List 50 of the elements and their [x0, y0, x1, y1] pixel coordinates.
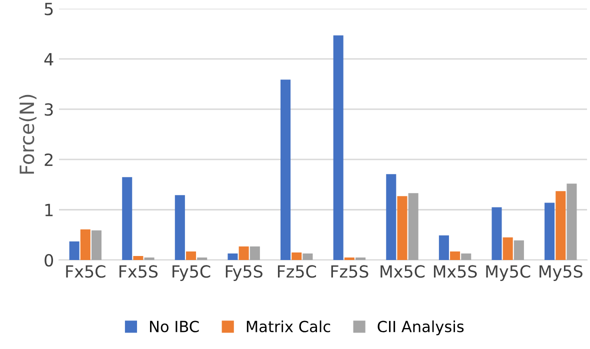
- legend-label: Matrix Calc: [246, 320, 330, 332]
- bar: [461, 253, 472, 260]
- bar: [292, 252, 302, 260]
- y-tick-label: 5: [44, 2, 53, 16]
- x-tick-label: Mx5S: [434, 265, 477, 278]
- x-tick-label: Fy5S: [226, 265, 262, 281]
- y-tick-label: 2: [44, 153, 52, 166]
- bar: [122, 177, 132, 260]
- x-tick-label: Fy5C: [172, 265, 210, 281]
- bar: [144, 257, 154, 260]
- x-tick-label: Fz5S: [331, 265, 368, 278]
- bar: [450, 251, 460, 260]
- bar: [91, 230, 102, 260]
- bar: [502, 237, 513, 260]
- bar: [280, 80, 291, 260]
- bar: [250, 246, 260, 260]
- legend-label: No IBC: [150, 320, 199, 332]
- bar: [228, 253, 238, 260]
- x-tick-label: Fx5S: [120, 265, 158, 278]
- x-tick-label: My5C: [486, 265, 530, 281]
- x-tick-label: My5S: [540, 265, 582, 281]
- bar: [566, 184, 577, 260]
- y-axis-title: Force(N): [19, 94, 36, 174]
- x-tick-label: Mx5C: [380, 265, 425, 278]
- bar: [174, 195, 185, 260]
- legend-label: CII Analysis: [378, 320, 464, 336]
- y-tick-label: 1: [45, 204, 53, 216]
- bar: [514, 240, 524, 260]
- y-tick-label: 4: [44, 53, 54, 66]
- bar: [197, 257, 208, 260]
- bar: [438, 235, 449, 260]
- bar: [492, 207, 502, 260]
- bar: [133, 256, 144, 260]
- bar: [186, 251, 196, 260]
- bar: [333, 35, 344, 260]
- bar: [356, 257, 366, 260]
- bar: [238, 246, 249, 260]
- bar: [397, 196, 408, 260]
- y-tick-label: 3: [44, 103, 53, 116]
- x-tick-label: Fx5C: [66, 265, 106, 278]
- bar: [408, 193, 418, 260]
- bar: [302, 253, 313, 260]
- bar: [80, 229, 90, 260]
- bar: [386, 174, 396, 260]
- bar: [544, 202, 555, 260]
- bar: [344, 257, 354, 260]
- x-tick-label: Fz5C: [278, 265, 316, 278]
- y-tick-label: 0: [44, 254, 54, 267]
- bar: [556, 191, 566, 260]
- bar: [69, 241, 80, 260]
